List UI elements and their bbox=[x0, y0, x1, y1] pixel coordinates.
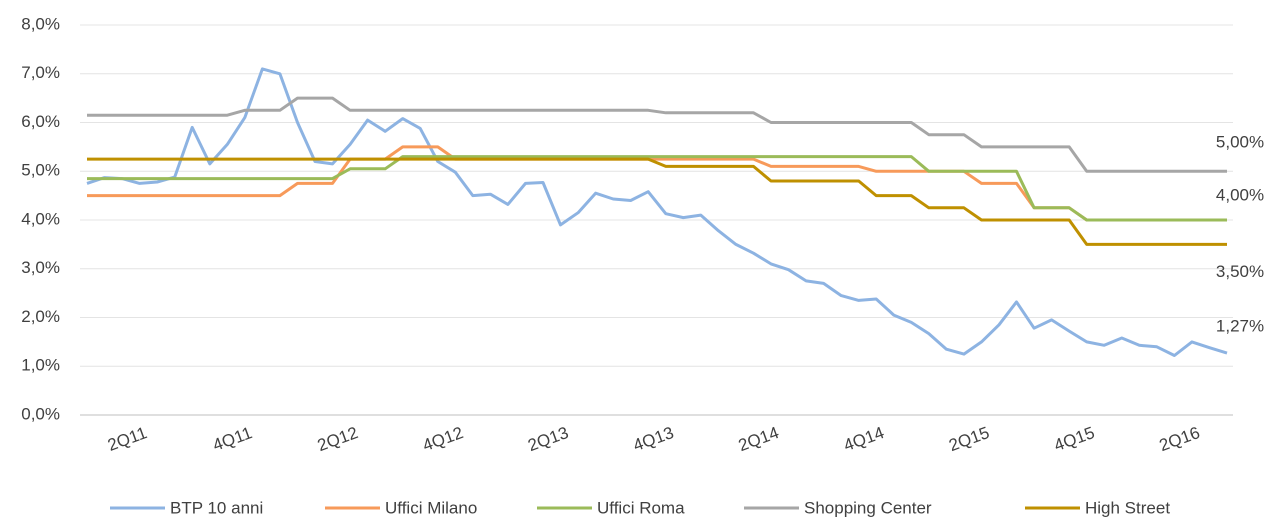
legend-label: BTP 10 anni bbox=[170, 498, 263, 517]
legend-label: Uffici Milano bbox=[385, 498, 477, 517]
x-tick-label: 2Q15 bbox=[946, 423, 992, 455]
x-tick-label: 4Q12 bbox=[420, 423, 466, 455]
end-label: 1,27% bbox=[1216, 317, 1264, 336]
x-tick-label: 2Q14 bbox=[736, 423, 782, 455]
y-tick-label: 7,0% bbox=[21, 63, 60, 82]
legend-label: Uffici Roma bbox=[597, 498, 685, 517]
y-tick-label: 5,0% bbox=[21, 161, 60, 180]
x-tick-label: 2Q16 bbox=[1157, 423, 1203, 455]
legend-label: High Street bbox=[1085, 498, 1170, 517]
x-tick-label: 2Q13 bbox=[525, 423, 571, 455]
series-line bbox=[87, 157, 1227, 246]
y-tick-label: 1,0% bbox=[21, 356, 60, 375]
x-tick-label: 2Q11 bbox=[105, 423, 149, 455]
x-tick-label: 4Q13 bbox=[631, 423, 677, 455]
end-label: 4,00% bbox=[1216, 185, 1264, 204]
series-line bbox=[86, 67, 1228, 357]
y-tick-label: 2,0% bbox=[21, 307, 60, 326]
x-tick-label: 4Q14 bbox=[841, 423, 887, 455]
series-line bbox=[87, 96, 1227, 173]
y-tick-label: 0,0% bbox=[21, 404, 60, 423]
x-tick-label: 2Q12 bbox=[315, 423, 361, 455]
x-tick-label: 4Q15 bbox=[1052, 423, 1098, 455]
end-label: 3,50% bbox=[1216, 262, 1264, 281]
legend-label: Shopping Center bbox=[804, 498, 932, 517]
end-label: 5,00% bbox=[1216, 133, 1264, 152]
y-tick-label: 6,0% bbox=[21, 112, 60, 131]
y-tick-label: 3,0% bbox=[21, 258, 60, 277]
y-tick-label: 4,0% bbox=[21, 209, 60, 228]
x-tick-label: 4Q11 bbox=[210, 423, 254, 455]
series-line bbox=[87, 155, 1227, 222]
y-tick-label: 8,0% bbox=[21, 14, 60, 33]
